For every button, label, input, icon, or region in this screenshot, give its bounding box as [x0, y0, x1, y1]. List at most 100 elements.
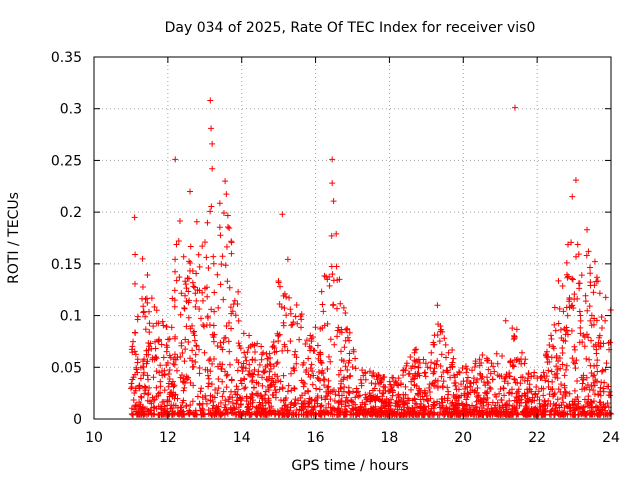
data-point [325, 353, 332, 360]
data-point [173, 367, 180, 374]
data-point [342, 411, 349, 418]
data-point [246, 367, 253, 374]
data-point [272, 379, 279, 386]
data-point [205, 383, 212, 390]
data-point [299, 404, 306, 411]
data-point [323, 273, 330, 280]
data-point [588, 370, 595, 377]
data-point [129, 343, 136, 350]
data-point [600, 385, 607, 392]
data-point [134, 369, 141, 376]
data-point [444, 397, 451, 404]
data-point [231, 297, 238, 304]
data-point [473, 411, 480, 418]
data-point [246, 332, 253, 339]
data-point [580, 332, 587, 339]
data-point [327, 396, 334, 403]
data-point [284, 256, 291, 263]
data-point [464, 384, 471, 391]
data-point [270, 339, 277, 346]
data-point [173, 241, 180, 248]
data-point [189, 347, 196, 354]
data-point [573, 253, 580, 260]
data-point [309, 407, 316, 414]
data-point [356, 411, 363, 418]
data-points [128, 97, 614, 418]
data-point [163, 342, 170, 349]
data-point [514, 388, 521, 395]
data-point [171, 382, 178, 389]
data-point [288, 322, 295, 329]
data-point [587, 264, 594, 271]
data-point [172, 156, 179, 163]
data-point [535, 388, 542, 395]
data-point [318, 288, 325, 295]
data-point [219, 410, 226, 417]
data-point [573, 357, 580, 364]
data-point [502, 374, 509, 381]
data-point [521, 390, 528, 397]
data-point [311, 397, 318, 404]
data-point [561, 372, 568, 379]
data-point [574, 378, 581, 385]
data-point [132, 251, 139, 258]
data-point [536, 396, 543, 403]
data-point [471, 364, 478, 371]
data-point [234, 367, 241, 374]
data-point [529, 397, 536, 404]
data-point [461, 390, 468, 397]
data-point [337, 300, 344, 307]
data-point [412, 400, 419, 407]
data-point [150, 397, 157, 404]
data-point [276, 386, 283, 393]
data-point [453, 411, 460, 418]
data-point [336, 405, 342, 412]
data-point [380, 389, 387, 396]
data-point [264, 383, 271, 390]
data-point [470, 406, 477, 413]
data-point [172, 256, 179, 263]
data-point [599, 406, 606, 413]
data-point [505, 390, 512, 397]
data-point [472, 387, 479, 394]
data-point [158, 341, 165, 348]
data-point [421, 389, 428, 396]
data-point [599, 367, 606, 374]
data-point [301, 380, 308, 387]
data-point [160, 354, 167, 361]
data-point [556, 402, 563, 409]
data-point [202, 396, 209, 403]
data-point [321, 382, 328, 389]
data-point [142, 410, 149, 417]
y-tick-label: 0.1 [60, 309, 82, 325]
data-point [451, 380, 458, 387]
data-point [582, 411, 589, 418]
data-point [180, 387, 187, 394]
data-point [252, 357, 259, 364]
data-point [183, 323, 190, 330]
data-point [183, 402, 190, 409]
data-point [275, 338, 282, 345]
data-point [489, 408, 496, 415]
data-point [442, 341, 449, 348]
data-point [483, 355, 490, 362]
data-point [372, 380, 379, 387]
data-point [547, 332, 554, 339]
data-point [219, 378, 226, 385]
data-point [260, 349, 267, 356]
data-point [192, 410, 199, 417]
data-point [542, 377, 549, 384]
data-point [235, 359, 242, 366]
data-point [420, 356, 427, 363]
data-point [586, 386, 593, 393]
data-point [216, 200, 223, 207]
data-point [233, 397, 240, 404]
data-point [464, 374, 471, 381]
data-point [237, 377, 244, 384]
data-point [560, 337, 567, 344]
data-point [174, 395, 181, 402]
data-point [334, 333, 341, 340]
data-point [229, 406, 236, 413]
data-point [216, 224, 223, 231]
data-point [221, 411, 228, 418]
